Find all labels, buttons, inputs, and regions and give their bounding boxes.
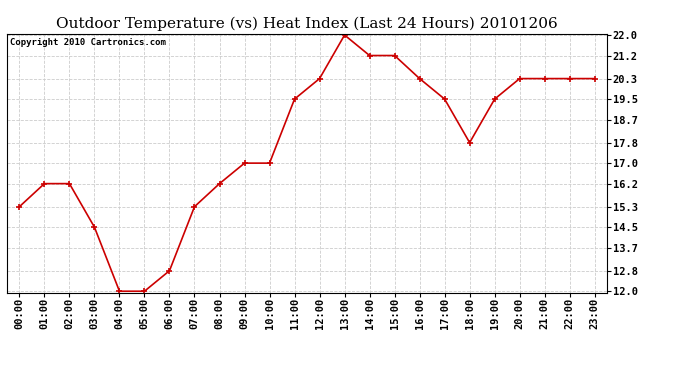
Text: Copyright 2010 Cartronics.com: Copyright 2010 Cartronics.com <box>10 38 166 46</box>
Title: Outdoor Temperature (vs) Heat Index (Last 24 Hours) 20101206: Outdoor Temperature (vs) Heat Index (Las… <box>56 17 558 31</box>
